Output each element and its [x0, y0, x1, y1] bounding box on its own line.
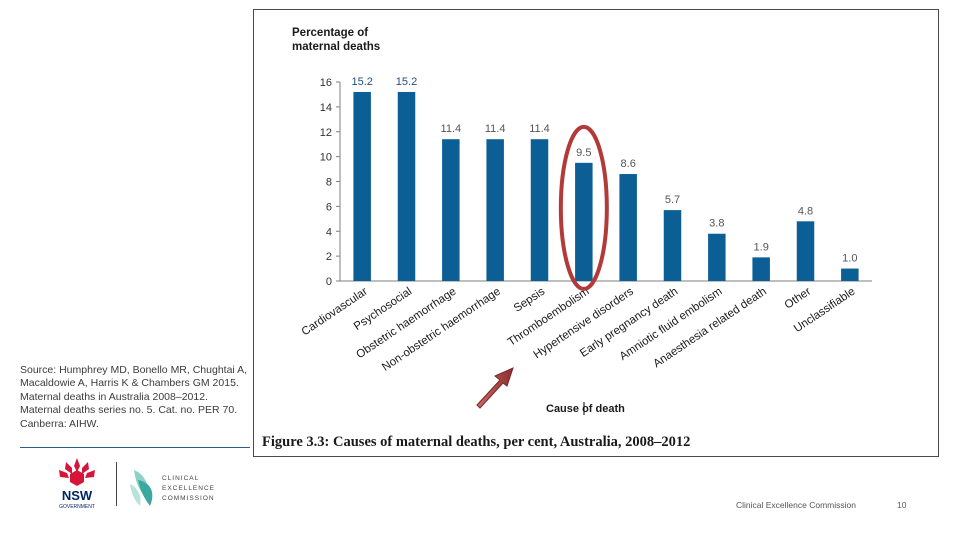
highlight-circle [558, 124, 609, 291]
bar [486, 139, 504, 281]
x-tick-label: Sepsis [512, 285, 548, 314]
chart-frame: Percentage of maternal deaths 0 2 4 6 8 10 12 1… [253, 9, 939, 457]
cec-line1: CLINICAL [162, 475, 199, 482]
cec-emblem-icon [130, 470, 153, 506]
bar [796, 221, 815, 281]
bar [708, 233, 726, 281]
figure-caption: Figure 3.3: Causes of maternal deaths, p… [262, 434, 691, 450]
bar-chart: Percentage of maternal deaths 0 2 4 6 8 10 12 1… [292, 27, 872, 415]
bar-value-label: 15.2 [351, 76, 372, 88]
y-tick-label: 6 [326, 201, 332, 213]
bar-value-label: 11.4 [529, 123, 550, 135]
y-tick-label: 14 [320, 102, 332, 114]
y-axis-title-line1: Percentage of [292, 27, 368, 39]
cec-line3: COMMISSION [162, 495, 215, 502]
nsw-subtitle: GOVERNMENT [59, 504, 95, 510]
y-axis-title-line2: maternal deaths [292, 41, 380, 53]
bar [663, 210, 682, 281]
y-tick-label: 8 [326, 177, 332, 189]
nsw-government-logo: NSW GOVERNMENT [59, 458, 95, 510]
y-tick-label: 0 [326, 276, 332, 288]
y-tick-label: 2 [326, 251, 332, 263]
x-tick-label: Other [783, 285, 814, 311]
source-divider [20, 447, 250, 448]
bar [619, 174, 637, 281]
bar-value-label: 4.8 [798, 205, 813, 217]
bar-value-label: 1.9 [754, 241, 769, 253]
bar-value-label: 5.7 [665, 194, 680, 206]
y-tick-label: 10 [320, 152, 332, 164]
y-tick-label: 12 [320, 127, 332, 139]
bar-value-label: 1.0 [842, 253, 857, 265]
bar [442, 139, 460, 281]
cec-logo: CLINICAL EXCELLENCE COMMISSION [130, 470, 215, 506]
cec-line2: EXCELLENCE [162, 485, 215, 492]
bar-value-label: 8.6 [621, 158, 636, 170]
source-citation: Source: Humphrey MD, Bonello MR, Chughta… [20, 364, 248, 430]
y-tick-label: 16 [320, 77, 332, 89]
bar-value-label: 11.4 [441, 123, 462, 135]
bar-value-label: 3.8 [709, 218, 724, 230]
bar [841, 268, 859, 281]
bar-value-label: 11.4 [485, 123, 506, 135]
pointer-arrow [476, 367, 514, 409]
page-number: 10 [897, 500, 907, 510]
logo-divider [116, 462, 117, 506]
bar [530, 139, 549, 281]
bar [575, 162, 593, 281]
waratah-icon [59, 458, 95, 486]
nsw-wordmark: NSW [62, 488, 93, 503]
footer-organisation: Clinical Excellence Commission [736, 500, 856, 510]
bar-value-label: 15.2 [396, 76, 417, 88]
bar [752, 257, 770, 281]
bar [353, 91, 371, 281]
bar-value-label: 9.5 [576, 147, 591, 159]
bar [397, 91, 416, 281]
x-axis-title: Cause of death [546, 403, 625, 415]
y-tick-label: 4 [326, 226, 332, 238]
